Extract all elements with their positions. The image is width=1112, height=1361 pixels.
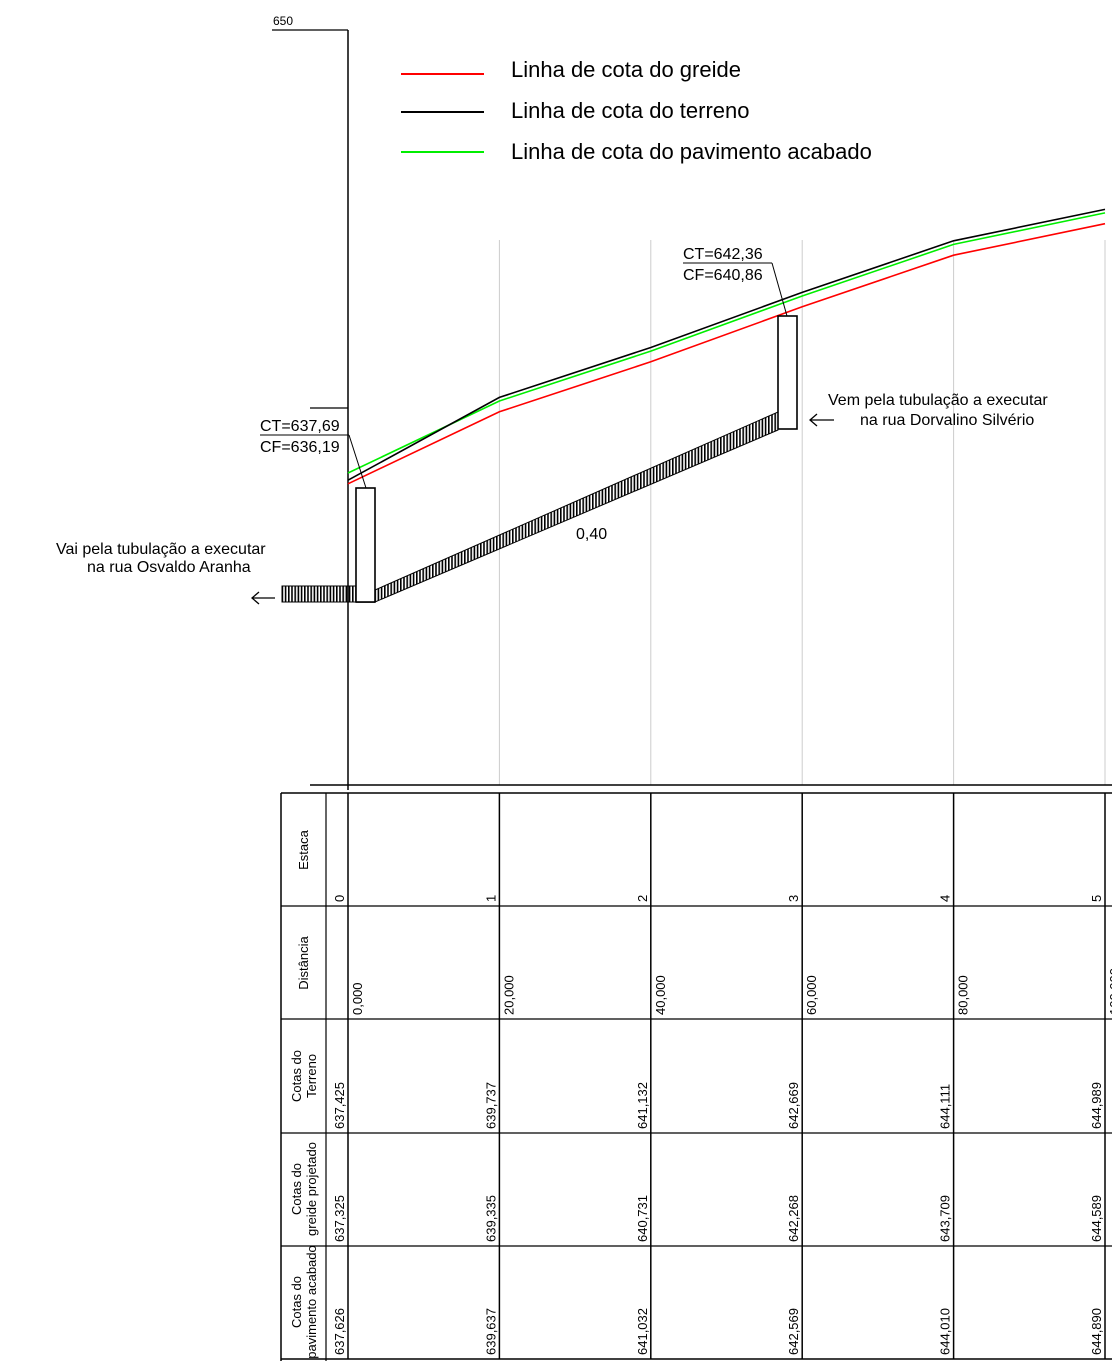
right-arrow-icon [809, 413, 834, 427]
header-pavimento-line1: Cotas do [289, 1276, 304, 1328]
left-arrow-icon [251, 591, 275, 605]
cell-distancia-2: 40,000 [653, 975, 668, 1015]
left-note-line2: na rua Osvaldo Aranha [87, 559, 251, 576]
cell-distancia-3: 60,000 [804, 975, 819, 1015]
right-note-line2: na rua Dorvalino Silvério [860, 412, 1034, 429]
cell-estaca-2: 2 [635, 895, 650, 902]
pv1-ct-label: CT=637,69 [260, 418, 340, 435]
header-pavimento-line2: pavimento acabado [304, 1245, 319, 1358]
axis-top-label: 650 [273, 14, 293, 28]
legend: Linha de cota do greide Linha de cota do… [401, 57, 872, 164]
cell-estaca-3: 3 [786, 895, 801, 902]
table-cells: 0 1 2 3 4 5 0,000 20,000 40,000 60,000 80,000 100,0… [332, 793, 1112, 1359]
cell-greide-5: 644,589 [1089, 1195, 1104, 1242]
cell-distancia-5: 100,000 [1107, 968, 1112, 1015]
pipe-main-segment [374, 411, 779, 603]
cell-greide-1: 639,335 [483, 1195, 498, 1242]
cell-distancia-0: 0,000 [350, 982, 365, 1015]
header-greide-line1: Cotas do [289, 1163, 304, 1215]
slope-label: 0,40 [576, 526, 607, 543]
legend-label-pavimento: Linha de cota do pavimento acabado [511, 139, 872, 164]
cell-distancia-1: 20,000 [501, 975, 516, 1015]
right-flow-note: Vem pela tubulação a executar na rua Dor… [809, 392, 1048, 429]
cell-greide-2: 640,731 [635, 1195, 650, 1242]
cell-pavimento-4: 644,010 [938, 1308, 953, 1355]
pv2-ct-label: CT=642,36 [683, 246, 763, 263]
header-greide-line2: greide projetado [304, 1142, 319, 1236]
cell-terreno-1: 639,737 [483, 1082, 498, 1129]
cell-estaca-0: 0 [332, 895, 347, 902]
header-terreno-line2: Terreno [304, 1054, 319, 1098]
pv1-annotation: CT=637,69 CF=636,19 [260, 418, 367, 489]
terreno-line [347, 208, 1106, 481]
pipe-outlet-segment [281, 585, 357, 603]
cell-pavimento-2: 641,032 [635, 1308, 650, 1355]
cell-pavimento-3: 642,569 [786, 1308, 801, 1355]
cell-estaca-5: 5 [1089, 895, 1104, 902]
left-flow-note: Vai pela tubulação a executar na rua Osv… [56, 541, 275, 605]
cell-estaca-1: 1 [483, 895, 498, 902]
greide-line [347, 222, 1106, 485]
pv2-leader-line [771, 262, 788, 317]
pv1-cf-label: CF=636,19 [260, 439, 340, 456]
legend-label-greide: Linha de cota do greide [511, 57, 741, 82]
pv2-cf-label: CF=640,86 [683, 267, 763, 284]
manhole-pv2 [777, 315, 798, 430]
cell-greide-0: 637,325 [332, 1195, 347, 1242]
pv2-annotation: CT=642,36 CF=640,86 [683, 246, 788, 317]
cell-terreno-2: 641,132 [635, 1082, 650, 1129]
cell-pavimento-1: 639,637 [483, 1308, 498, 1355]
cell-greide-3: 642,268 [786, 1195, 801, 1242]
cell-terreno-3: 642,669 [786, 1082, 801, 1129]
cell-estaca-4: 4 [938, 895, 953, 902]
header-distancia: Distância [296, 935, 311, 989]
station-gridlines [498, 240, 1106, 785]
cell-pavimento-0: 637,626 [332, 1308, 347, 1355]
cell-greide-4: 643,709 [938, 1195, 953, 1242]
cell-pavimento-5: 644,890 [1089, 1308, 1104, 1355]
legend-label-terreno: Linha de cota do terreno [511, 98, 750, 123]
cell-terreno-5: 644,989 [1089, 1082, 1104, 1129]
cell-distancia-4: 80,000 [956, 975, 971, 1015]
right-note-line1: Vem pela tubulação a executar [828, 392, 1048, 409]
manhole-pv1 [355, 487, 376, 603]
cell-terreno-0: 637,425 [332, 1082, 347, 1129]
left-note-line1: Vai pela tubulação a executar [56, 541, 266, 558]
header-estaca: Estaca [296, 829, 311, 870]
profile-data-table: Estaca Distância Cotas do Terreno Cotas … [280, 792, 1112, 1361]
header-terreno-line1: Cotas do [289, 1050, 304, 1102]
pavimento-line [347, 212, 1106, 474]
cell-terreno-4: 644,111 [938, 1084, 953, 1129]
pv1-leader-line [348, 434, 367, 489]
